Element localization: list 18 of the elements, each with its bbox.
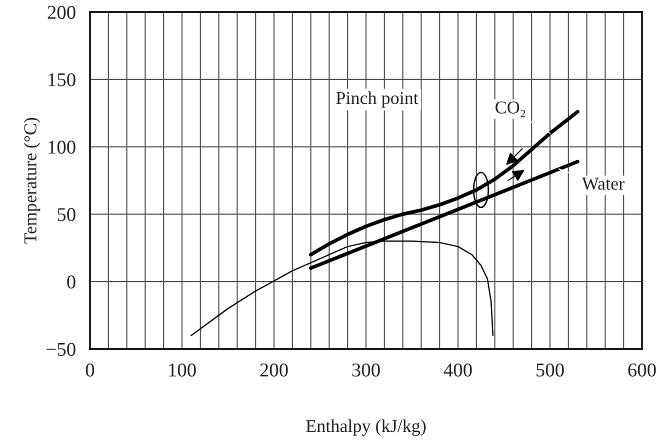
y-tick-label: −50 (46, 342, 76, 356)
y-tick-label: 0 (67, 275, 76, 289)
x-tick-label: 100 (169, 363, 196, 377)
y-axis-title: Temperature (°C) (24, 118, 40, 244)
series-label: CO₂ (496, 101, 526, 118)
x-tick-label: 400 (444, 363, 472, 377)
y-tick-label: 50 (58, 208, 76, 222)
x-tick-label: 500 (536, 363, 564, 377)
annotation: Pinch point (336, 91, 418, 108)
series-label: Water (582, 178, 624, 190)
x-axis-title: Enthalpy (kJ/kg) (306, 419, 426, 436)
y-tick-label: 150 (48, 73, 76, 86)
y-tick-label: 200 (48, 6, 76, 19)
x-tick-label: 200 (260, 363, 288, 377)
y-tick-label: 100 (48, 140, 76, 154)
x-tick-label: 600 (628, 363, 656, 377)
x-tick-label: 0 (86, 363, 94, 377)
x-tick-label: 300 (352, 363, 380, 377)
